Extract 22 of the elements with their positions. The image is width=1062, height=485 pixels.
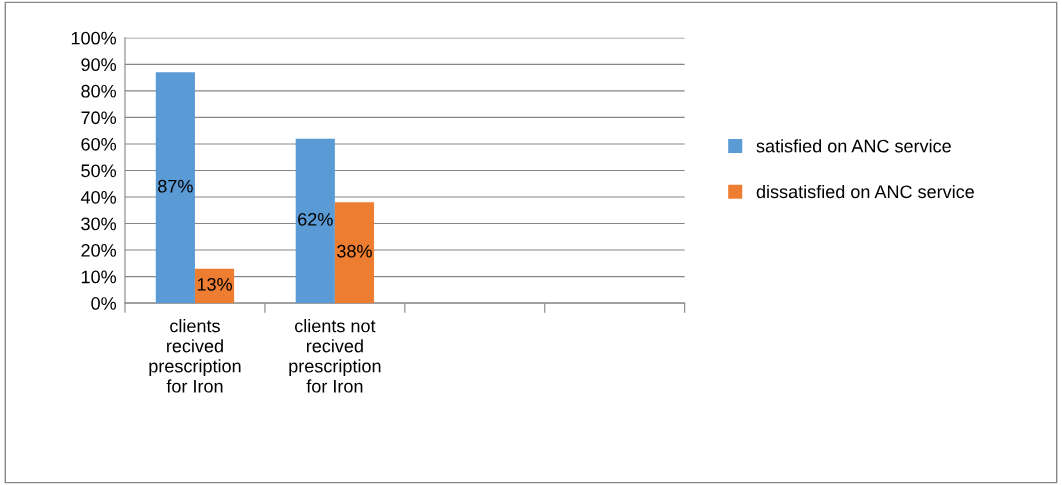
bar [155,72,195,304]
legend-label: satisfied on ANC service [756,139,951,153]
x-tick-label: clients recived prescription for Iron [149,319,241,393]
y-tick-label: 40% [80,190,117,204]
y-tick-label: 80% [81,84,117,98]
y-tick-label: 20% [81,244,117,257]
y-tick-label: 70% [81,111,117,125]
y-tick-label: 10% [81,270,117,284]
data-label: 13% [197,277,232,291]
x-tick-label: clients not recived prescription for Iron [289,319,381,393]
data-label: 62% [298,212,333,226]
y-tick-label: 100% [71,31,117,45]
legend-label: dissatisfied on ANC service [756,184,974,199]
data-label: 87% [158,179,193,193]
y-tick-label: 90% [81,58,117,72]
y-tick-label: 50% [81,164,117,178]
y-tick-label: 60% [81,137,117,151]
y-tick-label: 0% [91,297,117,310]
bar [334,202,375,304]
bar [295,138,335,304]
y-tick-label: 30% [81,217,117,231]
data-label: 38% [337,244,372,258]
